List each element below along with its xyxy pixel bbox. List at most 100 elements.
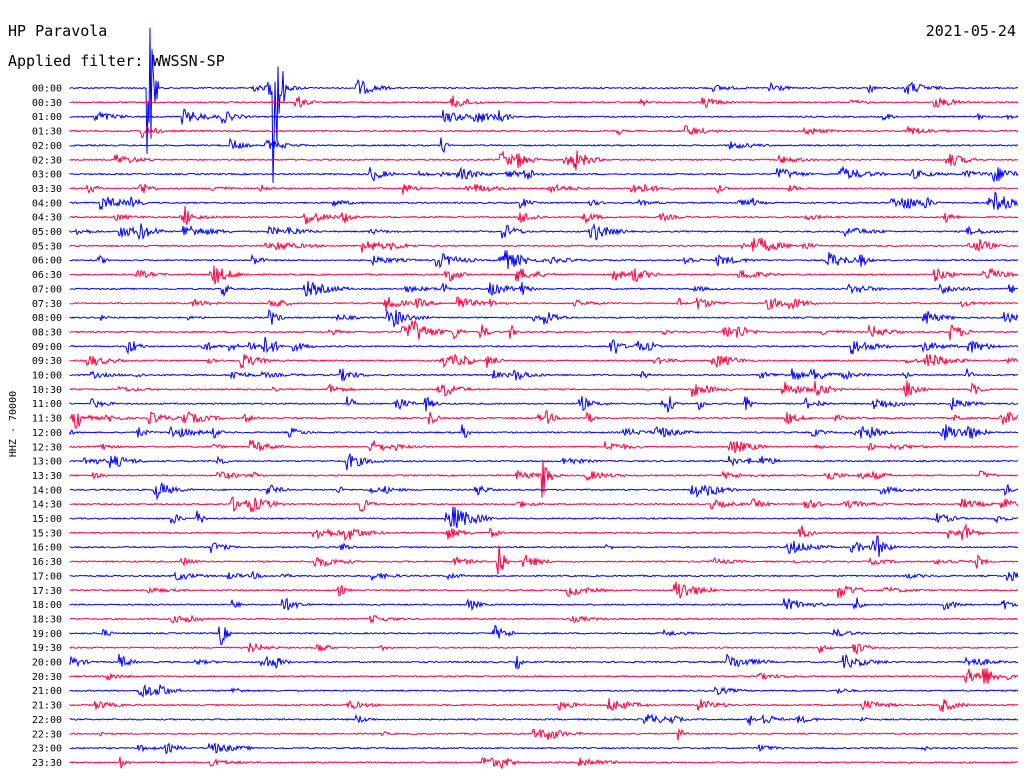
row-time-label: 04:00 — [32, 198, 62, 209]
trace-line — [69, 237, 1019, 253]
trace-line — [69, 222, 1019, 241]
row-time-label: 18:00 — [32, 600, 62, 611]
row-time-label: 00:00 — [32, 84, 62, 95]
row-time-label: 03:00 — [32, 170, 62, 181]
row-time-label: 19:30 — [32, 643, 62, 654]
row-time-label: 08:30 — [32, 327, 62, 338]
row-time-label: 02:00 — [32, 141, 62, 152]
trace-line — [69, 581, 1019, 599]
row-time-label: 00:30 — [32, 98, 62, 109]
trace-line — [69, 496, 1019, 513]
trace-line — [69, 336, 1019, 355]
trace-line — [69, 453, 1019, 471]
row-time-label: 03:30 — [32, 184, 62, 195]
row-time-label: 14:30 — [32, 500, 62, 511]
row-time-label: 07:00 — [32, 284, 62, 295]
row-time-label: 17:00 — [32, 571, 62, 582]
row-time-label: 13:00 — [32, 457, 62, 468]
trace-line — [69, 396, 1018, 413]
row-time-label: 05:00 — [32, 227, 62, 238]
trace-line — [69, 460, 1019, 498]
row-time-label: 09:30 — [32, 356, 62, 367]
trace-line — [69, 183, 1019, 195]
trace-line — [69, 265, 1019, 285]
row-time-label: 18:30 — [32, 614, 62, 625]
trace-line — [69, 410, 1019, 430]
trace-line — [69, 570, 1019, 582]
row-time-label: 15:00 — [32, 514, 62, 525]
row-time-label: 22:30 — [32, 729, 62, 740]
date-label: 2021-05-24 — [926, 22, 1016, 40]
row-time-label: 20:30 — [32, 672, 62, 683]
trace-line — [69, 137, 1019, 154]
row-time-label: 11:00 — [32, 399, 62, 410]
trace-line — [69, 742, 1019, 755]
row-time-label: 23:00 — [32, 744, 62, 755]
row-time-label: 10:00 — [32, 371, 62, 382]
row-time-label: 09:00 — [32, 342, 62, 353]
trace-line — [69, 380, 1019, 398]
row-time-label: 06:30 — [32, 270, 62, 281]
row-time-label: 05:30 — [32, 241, 62, 252]
row-time-label: 21:00 — [32, 686, 62, 697]
filter-label: Applied filter: WWSSN-SP — [8, 52, 225, 70]
station-title: HP Paravola — [8, 22, 107, 40]
row-time-label: 21:30 — [32, 701, 62, 712]
trace-line — [69, 108, 1019, 125]
trace-line — [69, 439, 1019, 454]
row-label-group: 00:00 00:30 01:00 01:30 02:00 02:30 03:00 03:30… — [32, 84, 62, 769]
trace-line — [69, 280, 1019, 298]
trace-line — [69, 309, 1019, 329]
trace-line — [69, 125, 1019, 139]
row-time-label: 22:00 — [32, 715, 62, 726]
trace-line — [69, 368, 1019, 382]
row-time-label: 04:30 — [32, 213, 62, 224]
row-time-label: 15:30 — [32, 528, 62, 539]
trace-line — [69, 353, 1019, 369]
row-time-label: 11:30 — [32, 414, 62, 425]
row-time-label: 01:00 — [32, 112, 62, 123]
trace-line — [69, 424, 1019, 441]
row-time-label: 23:30 — [32, 758, 62, 769]
row-time-label: 19:00 — [32, 629, 62, 640]
row-time-label: 07:30 — [32, 299, 62, 310]
trace-line — [69, 713, 1018, 726]
trace-line — [69, 535, 1019, 558]
row-time-label: 12:30 — [32, 442, 62, 453]
trace-line — [69, 523, 1019, 542]
trace-line — [69, 698, 1019, 712]
row-time-label: 16:30 — [32, 557, 62, 568]
trace-line — [69, 683, 1019, 698]
trace-line — [69, 756, 1019, 770]
trace-line — [69, 27, 1019, 184]
trace-line — [69, 545, 1019, 575]
trace-line — [69, 624, 1019, 646]
trace-line — [69, 250, 1019, 270]
trace-line — [69, 727, 1019, 741]
trace-line — [69, 320, 1019, 341]
trace-line — [69, 653, 1019, 670]
trace-line — [69, 95, 1019, 109]
trace-line — [69, 149, 1019, 171]
row-time-label: 16:00 — [32, 543, 62, 554]
row-time-label: 02:30 — [32, 155, 62, 166]
trace-line — [69, 614, 1019, 625]
row-time-label: 06:00 — [32, 256, 62, 267]
row-time-label: 10:30 — [32, 385, 62, 396]
trace-line — [69, 296, 1019, 312]
trace-line — [69, 668, 1019, 684]
row-time-label: 08:00 — [32, 313, 62, 324]
trace-line — [69, 506, 1019, 529]
trace-line — [69, 597, 1019, 612]
row-time-label: 01:30 — [32, 127, 62, 138]
trace-line — [69, 642, 1019, 656]
trace-line — [69, 481, 1019, 501]
trace-line — [69, 205, 1019, 226]
row-time-label: 14:00 — [32, 485, 62, 496]
row-time-label: 12:00 — [32, 428, 62, 439]
trace-line — [69, 191, 1019, 211]
row-time-label: 17:30 — [32, 586, 62, 597]
y-axis-label: HHZ - 70000 — [8, 391, 19, 457]
row-time-label: 20:00 — [32, 658, 62, 669]
